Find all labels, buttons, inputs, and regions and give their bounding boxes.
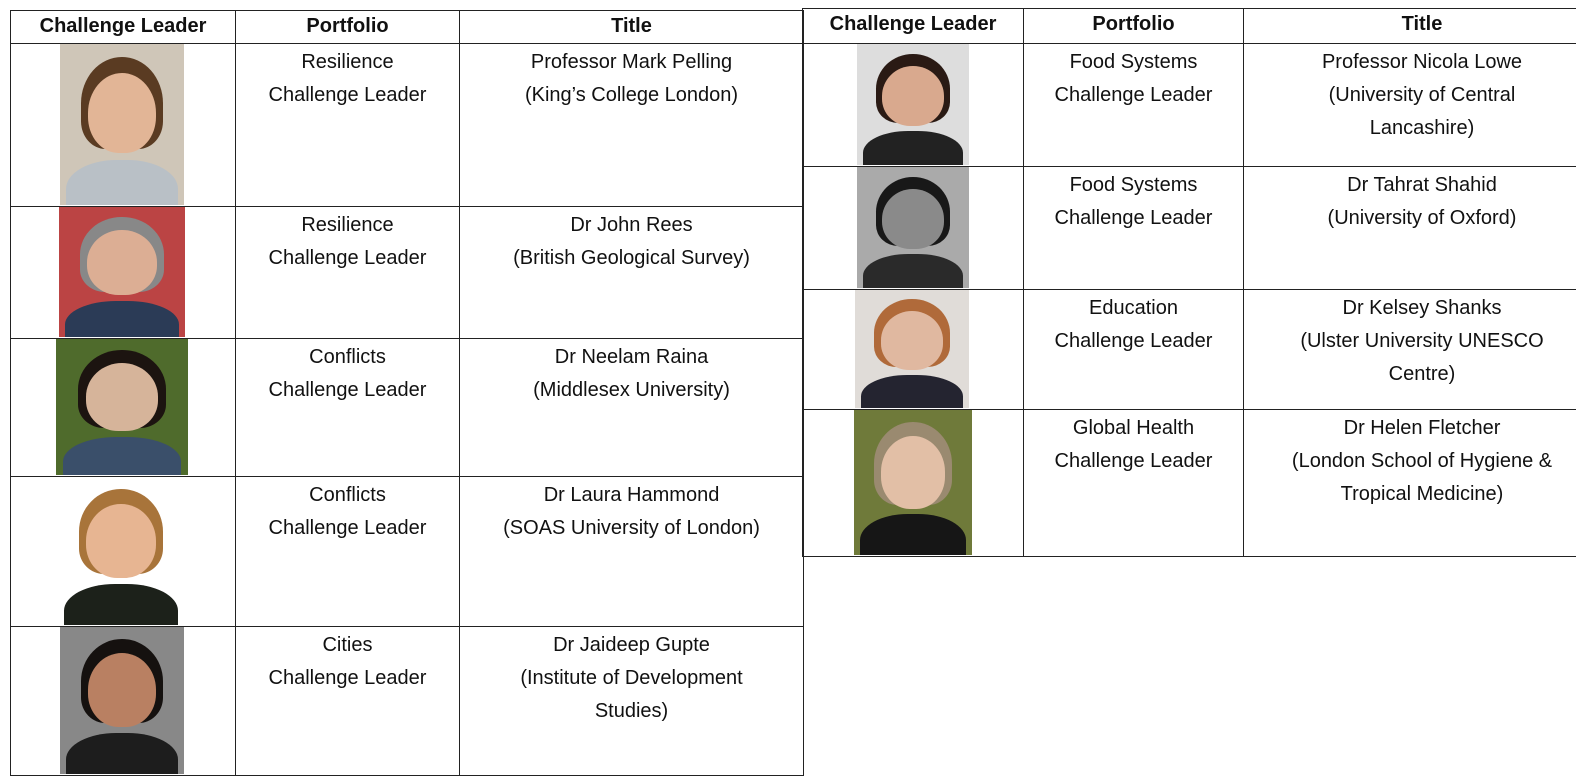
cell-text: Dr Laura Hammond (543, 484, 720, 506)
cell-text: (King’s College London) (524, 84, 739, 106)
cell-text: Challenge Leader (268, 667, 427, 689)
cell-text: Title (611, 15, 652, 37)
text-cell: Dr Laura Hammond (SOAS University of Lond… (459, 476, 804, 627)
cell-text: (University of Oxford) (1327, 207, 1517, 229)
cell-text: (British Geological Survey) (513, 247, 750, 269)
cell-text: Challenge Leader (268, 379, 427, 401)
cell-text: Dr Helen Fletcher (1343, 417, 1501, 439)
text-cell: Dr Helen Fletcher (London School of Hygie… (1243, 409, 1576, 557)
cell-text: (SOAS University of London) (503, 517, 760, 539)
header-cell: Title (1243, 8, 1576, 44)
photo (854, 410, 972, 555)
face (880, 436, 946, 509)
cell-text: Challenge Leader (1054, 207, 1213, 229)
photo (857, 167, 969, 288)
cell-text: Challenge Leader (268, 247, 427, 269)
cell-text: Global Health (1072, 417, 1195, 439)
face (882, 188, 944, 250)
header-cell: Challenge Leader (10, 10, 236, 44)
body (65, 300, 179, 337)
face (87, 653, 157, 727)
cell-text: Education (1089, 297, 1178, 319)
text-cell: Dr Neelam Raina (Middlesex University) (459, 338, 804, 477)
header-cell: Title (459, 10, 804, 44)
body (64, 583, 178, 625)
text-cell: Food Systems Challenge Leader (1023, 166, 1244, 290)
cell-text: Resilience (301, 51, 394, 73)
text-cell: Professor Nicola Lowe (University of Cent… (1243, 43, 1576, 167)
cell-text: Dr Kelsey Shanks (1342, 297, 1502, 319)
cell-text: (London School of Hygiene & (1291, 450, 1553, 472)
text-cell: Education Challenge Leader (1023, 289, 1244, 410)
photo (59, 207, 185, 337)
cell-text: (Institute of Development (520, 667, 743, 689)
face (87, 230, 157, 296)
cell-text: Portfolio (306, 15, 389, 37)
photo (60, 44, 184, 205)
body (859, 514, 967, 555)
header-cell: Challenge Leader (802, 8, 1024, 44)
cell-text: Dr Jaideep Gupte (553, 634, 710, 656)
face (87, 72, 157, 154)
text-cell: Dr Tahrat Shahid (University of Oxford) (1243, 166, 1576, 290)
body (860, 374, 964, 408)
body (66, 159, 178, 205)
cell-text: Challenge Leader (1054, 450, 1213, 472)
face (85, 363, 159, 432)
photo (56, 339, 188, 475)
text-cell: Cities Challenge Leader (235, 626, 460, 776)
cell-text: Challenge Leader (39, 15, 207, 37)
photo (857, 44, 969, 165)
cell-text: Centre) (1388, 363, 1456, 385)
cell-text: Resilience (301, 214, 394, 236)
cell-text: Dr Neelam Raina (554, 346, 709, 368)
text-cell: Dr Kelsey Shanks (Ulster University UNESC… (1243, 289, 1576, 410)
cell-text: (University of Central (1328, 84, 1516, 106)
header-cell: Portfolio (235, 10, 460, 44)
header-cell: Portfolio (1023, 8, 1244, 44)
photo (58, 477, 184, 625)
cell-text: Challenge Leader (1054, 330, 1213, 352)
cell-text: Challenge Leader (1054, 84, 1213, 106)
text-cell: Resilience Challenge Leader (235, 206, 460, 339)
cell-text: Cities (322, 634, 373, 656)
cell-text: Dr Tahrat Shahid (1347, 174, 1497, 196)
cell-text: Food Systems (1069, 174, 1198, 196)
cell-text: Lancashire) (1369, 117, 1475, 139)
text-cell: Resilience Challenge Leader (235, 43, 460, 207)
text-cell: Global Health Challenge Leader (1023, 409, 1244, 557)
text-cell: Conflicts Challenge Leader (235, 338, 460, 477)
body (862, 131, 964, 165)
face (880, 311, 944, 371)
cell-text: Professor Nicola Lowe (1321, 51, 1523, 73)
cell-text: Challenge Leader (268, 517, 427, 539)
body (66, 732, 178, 774)
cell-text: (Middlesex University) (533, 379, 730, 401)
cell-text: Studies) (594, 700, 669, 722)
cell-text: (Ulster University UNESCO (1300, 330, 1544, 352)
photo (855, 290, 969, 408)
cell-text: Portfolio (1092, 13, 1175, 35)
cell-text: Conflicts (309, 484, 386, 506)
cell-text: Food Systems (1069, 51, 1198, 73)
text-cell: Professor Mark Pelling (King’s College Lo… (459, 43, 804, 207)
cell-text: Tropical Medicine) (1340, 483, 1504, 505)
cell-text: Dr John Rees (570, 214, 693, 236)
page: Challenge Leader Portfolio Title Resilience… (10, 8, 1576, 776)
text-cell: Dr John Rees (British Geological Survey) (459, 206, 804, 339)
cell-text: Challenge Leader (829, 13, 997, 35)
body (862, 254, 964, 288)
cell-text: Title (1401, 13, 1443, 35)
text-cell: Dr Jaideep Gupte (Institute of Developmen… (459, 626, 804, 776)
body (62, 436, 182, 475)
cell-text: Professor Mark Pelling (530, 51, 733, 73)
photo (60, 627, 184, 774)
face (882, 65, 944, 127)
cell-text: Conflicts (309, 346, 386, 368)
text-cell: Food Systems Challenge Leader (1023, 43, 1244, 167)
text-cell: Conflicts Challenge Leader (235, 476, 460, 627)
face (86, 503, 156, 578)
cell-text: Challenge Leader (268, 84, 427, 106)
